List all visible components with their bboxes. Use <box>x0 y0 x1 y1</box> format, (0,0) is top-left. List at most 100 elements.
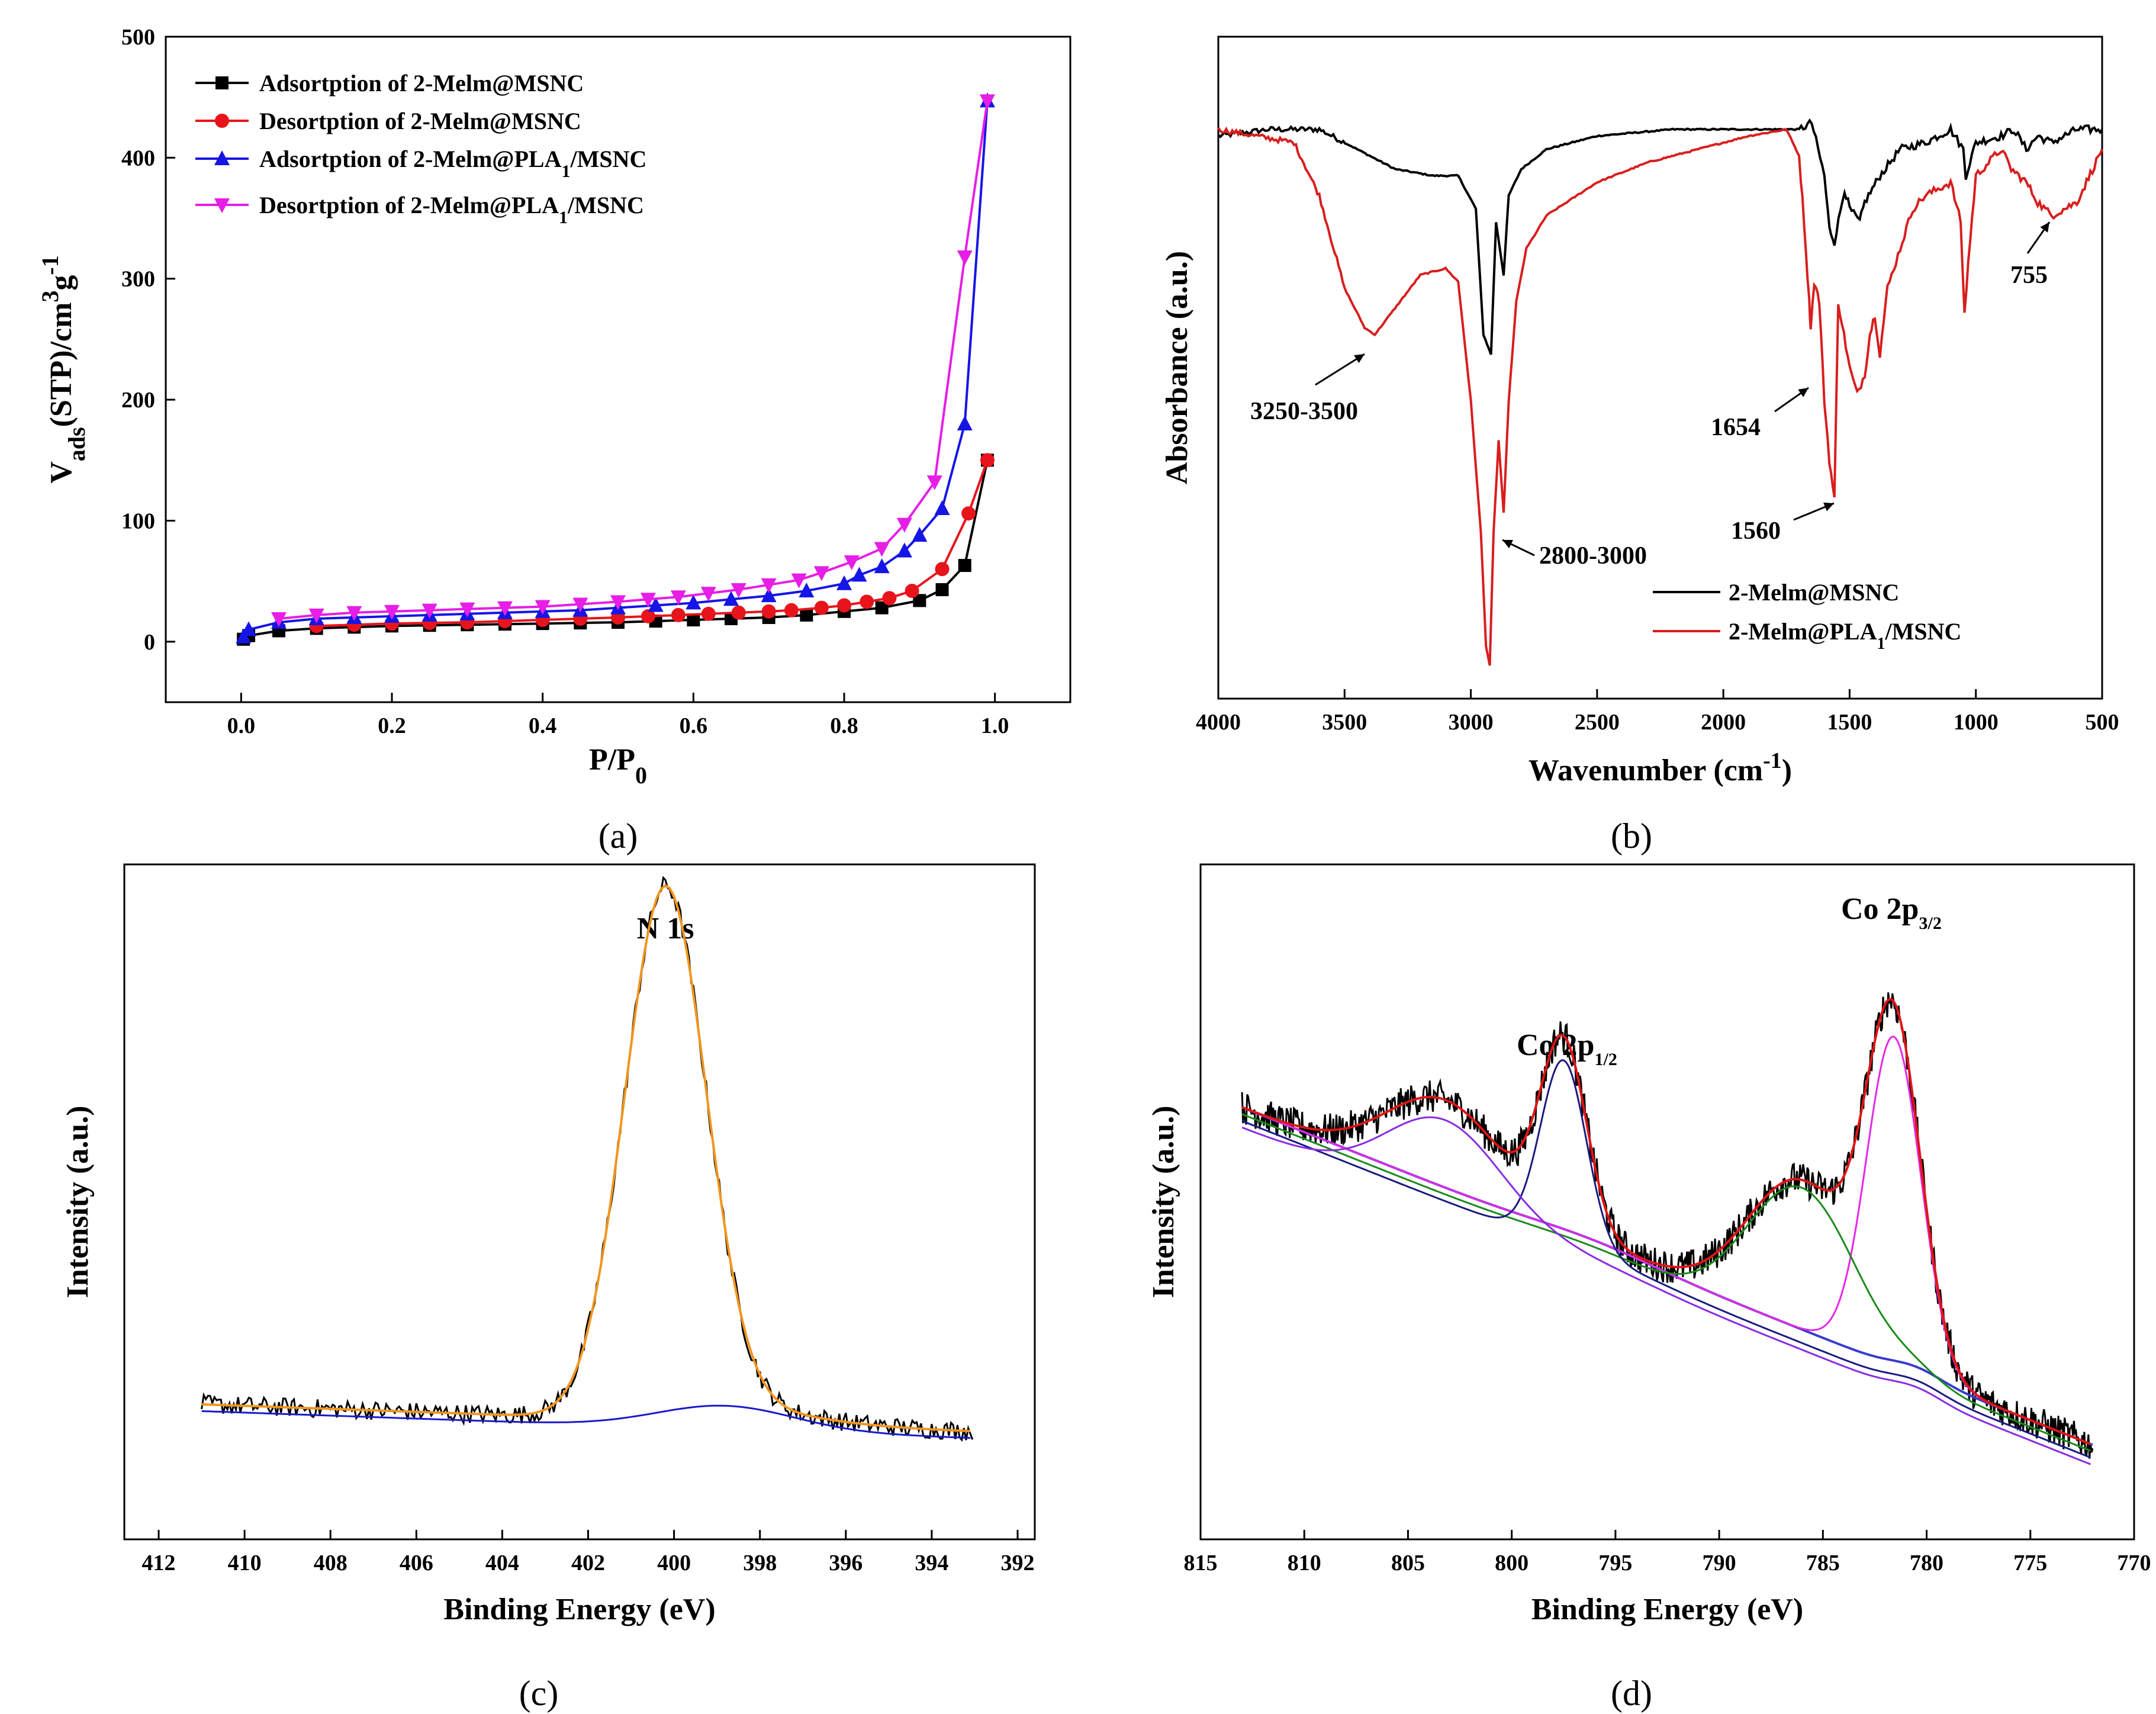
x-tick-label: 810 <box>1288 1551 1321 1575</box>
data-point <box>980 453 995 468</box>
data-point <box>671 607 686 622</box>
legend-label: Desortption of 2-Melm@MSNC <box>259 108 581 134</box>
y-axis-label: Intensity (a.u.) <box>61 1105 95 1298</box>
x-tick-label: 398 <box>743 1551 777 1575</box>
annotation-label: 2800-3000 <box>1539 542 1647 570</box>
data-point <box>860 594 874 609</box>
component-1 <box>1241 1113 2091 1452</box>
envelope-curve <box>1241 998 2091 1445</box>
data-point <box>761 578 777 593</box>
data-point <box>670 590 686 606</box>
data-point <box>837 598 851 613</box>
x-tick-label: 392 <box>1000 1551 1034 1575</box>
y-axis-label: Intensity (a.u.) <box>1147 1105 1180 1298</box>
x-axis-label: Binding Energy (eV) <box>1531 1593 1803 1626</box>
data-point <box>905 583 919 598</box>
panel-d: 815 810 805 800 795 790 785 780 775 770 Binding En… <box>1147 863 2151 1713</box>
plot-frame <box>165 36 1071 703</box>
y-tick-label: 0 <box>144 630 155 655</box>
data-point <box>308 608 324 623</box>
peak-annotation: 3250-3500 <box>1250 353 1365 425</box>
plot-frame <box>123 863 1036 1541</box>
data-point <box>957 250 973 265</box>
annotation-label: 1560 <box>1731 517 1781 545</box>
data-point <box>813 566 829 581</box>
data-point <box>572 597 588 613</box>
x-tick-label: 0.2 <box>378 713 406 738</box>
data-point <box>913 594 926 607</box>
spectrum-1 <box>1217 126 2103 666</box>
data-point <box>874 542 890 557</box>
data-point <box>723 591 739 606</box>
component-2 <box>1241 1059 2091 1459</box>
y-tick-label: 400 <box>121 146 155 171</box>
panel-c: 412 410 408 406 404 402 400 398 396 394 392 Binding… <box>61 863 1036 1713</box>
series-2 <box>236 92 995 644</box>
data-point <box>640 593 656 608</box>
data-point <box>421 603 437 619</box>
y-axis-label: Absorbance (a.u.) <box>1160 251 1194 484</box>
x-axis-label: Wavenumber (cm-1) <box>1528 748 1792 787</box>
x-axis-label: P/P0 <box>589 743 647 789</box>
data-point <box>731 605 746 620</box>
legend-label: 2-Melm@PLA1/MSNC <box>1729 618 1961 653</box>
data-point <box>851 567 867 582</box>
x-tick-label: 790 <box>1703 1551 1736 1575</box>
data-point <box>346 606 362 621</box>
data-point <box>641 609 655 623</box>
data-point <box>241 621 257 636</box>
annotation-label: 755 <box>2010 262 2048 289</box>
plot-frame <box>1199 863 2135 1541</box>
data-point <box>215 76 229 89</box>
data-point <box>799 582 815 597</box>
x-tick-label: 1.0 <box>981 713 1009 738</box>
spectrum-0 <box>1217 118 2103 355</box>
data-point <box>535 600 551 615</box>
arrow-head <box>1502 539 1513 549</box>
series-line <box>278 101 989 620</box>
data-point <box>961 506 976 521</box>
legend-label: Adsortption of 2-Melm@PLA1/MSNC <box>259 146 646 181</box>
data-point <box>686 594 701 610</box>
legend-entry: Desortption of 2-Melm@PLA1/MSNC <box>195 192 644 227</box>
data-point <box>784 603 799 618</box>
series-3 <box>271 94 995 627</box>
data-point <box>935 583 949 596</box>
data-point <box>836 575 852 590</box>
data-point <box>844 555 860 570</box>
data-point <box>875 601 889 615</box>
data-point <box>791 573 807 589</box>
x-tick-label: 394 <box>915 1551 948 1575</box>
x-tick-label: 805 <box>1391 1551 1425 1575</box>
plot-frame <box>1217 36 2103 700</box>
y-tick-label: 300 <box>121 267 155 292</box>
x-tick-label: 0.8 <box>830 713 858 738</box>
panel-b: 4000 3500 3000 2500 2000 1500 1000 500 Wavenumbe… <box>1160 36 2119 856</box>
annotation-arrow <box>1315 353 1365 386</box>
x-tick-label: 795 <box>1598 1551 1632 1575</box>
raw-spectrum <box>201 876 974 1442</box>
y-tick-label: 200 <box>121 388 155 413</box>
raw-spectrum <box>1241 992 2094 1459</box>
data-point <box>271 612 287 627</box>
x-tick-label: 408 <box>314 1551 347 1575</box>
y-tick-label: 100 <box>121 509 155 533</box>
x-tick-label: 404 <box>485 1551 519 1575</box>
background-curve <box>201 1404 971 1439</box>
data-point <box>459 602 475 618</box>
data-point <box>384 604 400 620</box>
data-point <box>731 583 746 598</box>
data-point <box>912 526 928 542</box>
peak-label-2p32: Co 2p3/2 <box>1841 892 1942 933</box>
data-point <box>926 475 942 491</box>
peak-annotation: 755 <box>2010 221 2051 289</box>
panel-label: (b) <box>1611 816 1652 856</box>
data-point <box>687 613 700 627</box>
data-point <box>800 608 813 622</box>
x-tick-label: 770 <box>2118 1551 2151 1575</box>
x-tick-label: 775 <box>2013 1551 2047 1575</box>
x-tick-label: 396 <box>829 1551 863 1575</box>
x-tick-label: 1500 <box>1827 710 1872 735</box>
peak-annotation: 1654 <box>1711 387 1809 441</box>
data-point <box>882 591 897 606</box>
